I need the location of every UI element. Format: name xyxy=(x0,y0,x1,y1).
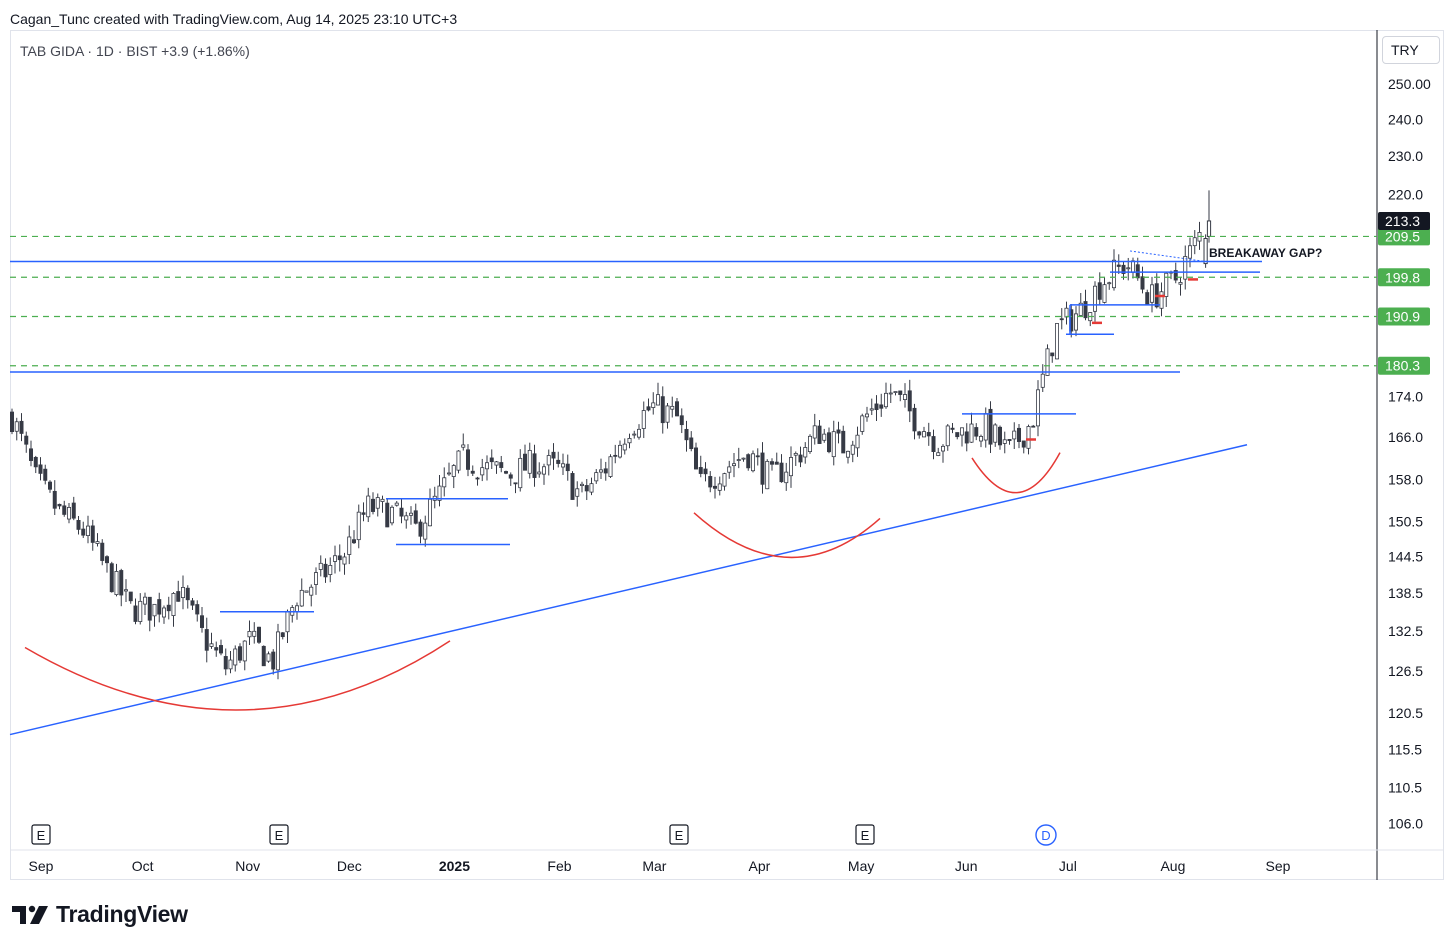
tradingview-logo-text: TradingView xyxy=(56,901,188,927)
tradingview-logo[interactable]: TradingView xyxy=(12,901,188,928)
chart-frame xyxy=(10,30,1444,880)
tradingview-logo-icon xyxy=(12,905,48,924)
symbol-legend[interactable]: TAB GIDA · 1D · BIST +3.9 (+1.86%) xyxy=(20,43,250,59)
chart-credit: Cagan_Tunc created with TradingView.com,… xyxy=(10,11,458,27)
currency-button[interactable]: TRY xyxy=(1382,36,1440,64)
